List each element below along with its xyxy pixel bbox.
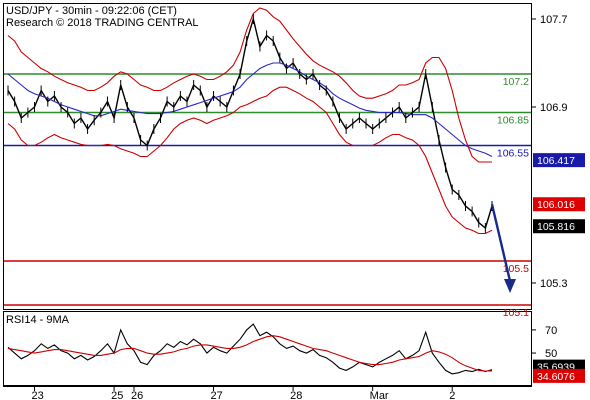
series-line-0: [7, 16, 493, 230]
price-tags: 106.417 106.016 105.816: [533, 153, 585, 234]
rsi-tick-label-0: 70: [545, 325, 557, 337]
chart-subtitle: Research © 2018 TRADING CENTRAL: [6, 17, 199, 29]
price-series: [7, 7, 493, 235]
price-tag-box-1: [533, 197, 585, 212]
price-tag-label-2: 105.816: [537, 221, 575, 233]
series-line-2: [7, 7, 492, 163]
price-tag-box-0: [533, 153, 585, 168]
rsi-tick-label-1: 50: [545, 348, 557, 360]
price-tag-box-2: [533, 219, 585, 234]
rsi-line-0: [7, 323, 493, 375]
price-tag-label-0: 106.417: [537, 155, 575, 167]
rsi-panel-frame: [3, 311, 532, 386]
x-tick-label-4: 28: [290, 390, 302, 400]
x-tick-label-2: 26: [131, 390, 143, 400]
forecast-head: [504, 279, 516, 293]
y-tick-label-0: 107.7: [540, 14, 568, 26]
rsi-tag-label-1: 34.6076: [537, 371, 575, 383]
forecast-arrow: [490, 203, 516, 293]
x-tick-label-6: 2: [449, 390, 455, 400]
series-line-1: [7, 62, 493, 157]
level-label-3: 105.5: [503, 263, 529, 275]
y-tick-label-1: 106.9: [540, 102, 568, 114]
x-tick-label-0: 23: [32, 390, 44, 400]
price-tag-label-1: 106.016: [537, 199, 575, 211]
price-levels: 107.2 106.85 106.55 105.5 105.1: [4, 73, 531, 319]
level-label-0: 107.2: [503, 76, 529, 88]
price-y-ticks: 107.7 106.9 105.3: [531, 14, 568, 290]
price-panel-frame: [3, 3, 532, 310]
forecast-shaft: [490, 203, 512, 282]
level-label-1: 106.85: [497, 115, 529, 127]
x-ticks: 23 25 26 27 28 Mar 2: [32, 386, 455, 400]
rsi-panel-title: RSI14 - 9MA: [6, 314, 70, 326]
x-tick-label-5: Mar: [370, 390, 389, 400]
level-label-4: 105.1: [503, 307, 529, 319]
x-tick-label-1: 25: [111, 390, 123, 400]
rsi-line-1: [7, 335, 493, 372]
rsi-series: [7, 323, 493, 375]
rsi-y-ticks: 70 50: [531, 325, 557, 360]
y-tick-label-2: 105.3: [540, 278, 568, 290]
x-tick-label-3: 27: [211, 390, 223, 400]
chart-title: USD/JPY - 30min - 09:22:06 (CET): [6, 5, 177, 17]
level-label-2: 106.55: [497, 148, 529, 160]
series-line-3: [7, 86, 493, 235]
rsi-tag-box-1: [533, 368, 585, 383]
